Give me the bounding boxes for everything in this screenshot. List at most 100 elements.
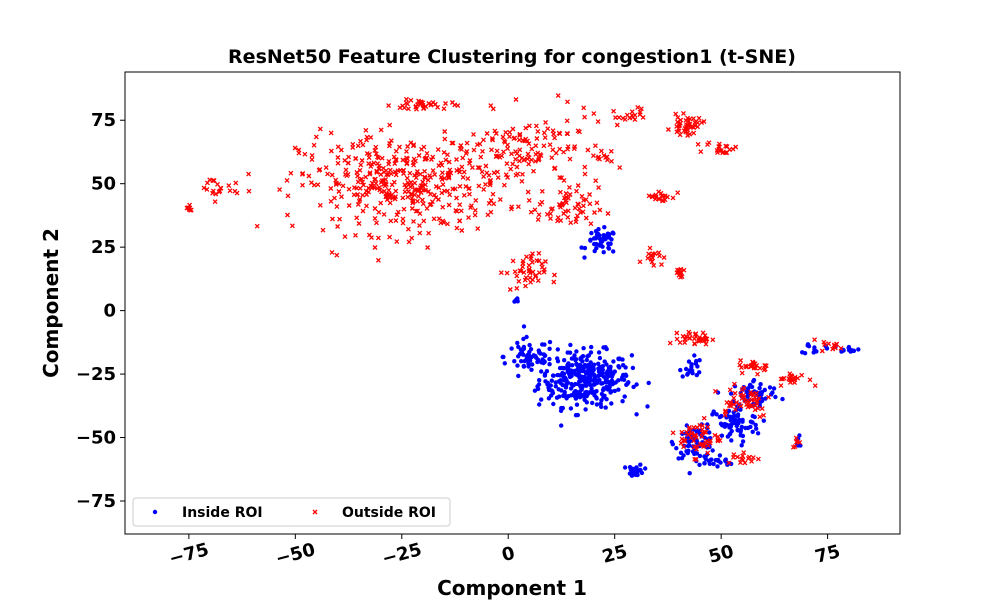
data-point	[513, 172, 519, 178]
data-point	[526, 266, 532, 272]
data-point	[594, 389, 599, 394]
data-point	[557, 131, 563, 137]
data-point	[226, 183, 232, 189]
data-point	[634, 382, 639, 387]
x-tick-label: 0	[500, 543, 518, 567]
data-point	[579, 392, 584, 398]
data-point	[438, 174, 444, 180]
x-tick-label: 75	[813, 541, 843, 568]
data-point	[378, 127, 384, 133]
data-point	[367, 171, 373, 177]
data-point	[517, 147, 523, 153]
data-point	[646, 251, 652, 257]
data-point	[593, 178, 599, 184]
data-point	[583, 407, 588, 412]
data-point	[635, 104, 641, 110]
data-point	[732, 413, 737, 418]
data-point	[750, 429, 755, 434]
data-point	[342, 234, 348, 240]
data-point	[707, 430, 712, 435]
data-point	[473, 197, 479, 203]
data-point	[309, 152, 315, 158]
data-point	[678, 367, 683, 373]
data-point	[508, 166, 514, 172]
data-point	[285, 212, 290, 218]
data-point	[712, 432, 718, 438]
data-point	[625, 381, 630, 386]
data-point	[383, 176, 389, 182]
data-point	[802, 351, 808, 356]
data-point	[576, 363, 581, 369]
data-point	[553, 150, 559, 156]
data-point	[584, 393, 589, 399]
data-point	[388, 171, 394, 177]
data-point	[705, 142, 710, 148]
data-point	[588, 350, 594, 355]
data-point	[500, 354, 505, 360]
data-point	[685, 372, 690, 377]
data-point	[611, 249, 616, 254]
data-point	[387, 195, 393, 201]
data-point	[561, 149, 567, 155]
data-point	[376, 209, 382, 215]
x-axis: −75 −50 −25 0 25 50 75	[167, 534, 843, 570]
data-point	[563, 191, 569, 196]
data-point	[724, 422, 729, 427]
data-point	[575, 128, 581, 134]
data-point	[426, 230, 432, 236]
data-point	[547, 346, 552, 351]
data-point	[397, 144, 402, 150]
data-point	[323, 165, 329, 171]
data-point	[569, 356, 575, 361]
data-point	[426, 188, 432, 194]
data-point	[566, 394, 571, 399]
data-point	[616, 114, 622, 120]
data-point	[630, 470, 635, 475]
data-point	[614, 122, 620, 128]
data-point	[418, 190, 424, 196]
data-point	[344, 173, 350, 179]
data-point	[694, 425, 700, 430]
data-point	[587, 367, 593, 372]
data-point	[490, 191, 496, 197]
data-point	[328, 198, 334, 204]
data-point	[459, 228, 465, 233]
data-point	[755, 371, 760, 377]
data-point	[607, 235, 612, 240]
data-point	[504, 161, 510, 167]
data-point	[521, 269, 527, 275]
data-point	[689, 431, 695, 437]
data-point	[246, 171, 252, 177]
data-point	[681, 267, 687, 273]
data-point	[413, 208, 419, 214]
legend-marker-outside-roi	[312, 509, 318, 515]
data-point	[210, 178, 216, 184]
data-point	[533, 123, 539, 129]
data-point	[592, 143, 598, 149]
data-point	[186, 205, 192, 211]
data-point	[597, 207, 603, 213]
data-point	[838, 345, 844, 351]
data-point	[526, 361, 531, 367]
data-point	[449, 100, 455, 105]
data-point	[602, 225, 607, 230]
data-point	[595, 119, 601, 125]
data-point	[430, 154, 436, 160]
data-point	[328, 130, 334, 136]
data-point	[537, 402, 542, 407]
data-point	[481, 186, 487, 192]
data-point	[427, 191, 433, 197]
data-point	[715, 438, 721, 444]
data-point	[387, 122, 393, 128]
data-point	[685, 432, 691, 438]
data-point	[703, 341, 709, 347]
data-point	[699, 434, 705, 439]
data-point	[466, 186, 472, 192]
data-point	[524, 138, 530, 144]
data-point	[542, 371, 548, 377]
data-point	[715, 458, 721, 463]
data-point	[335, 155, 341, 160]
inside-roi-series	[500, 225, 861, 478]
data-point	[373, 151, 379, 157]
data-point	[454, 157, 459, 162]
